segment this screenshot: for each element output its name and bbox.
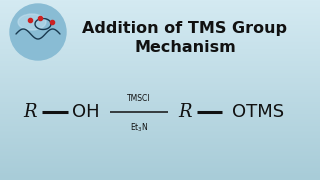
- Text: R: R: [178, 103, 192, 121]
- Ellipse shape: [18, 14, 46, 30]
- Circle shape: [10, 4, 66, 60]
- Text: Addition of TMS Group: Addition of TMS Group: [83, 21, 287, 35]
- Text: TMSCl: TMSCl: [127, 94, 151, 103]
- Text: Et$_3$N: Et$_3$N: [130, 121, 148, 134]
- Text: OTMS: OTMS: [232, 103, 284, 121]
- Text: OH: OH: [72, 103, 100, 121]
- Text: Mechanism: Mechanism: [134, 39, 236, 55]
- Text: R: R: [23, 103, 37, 121]
